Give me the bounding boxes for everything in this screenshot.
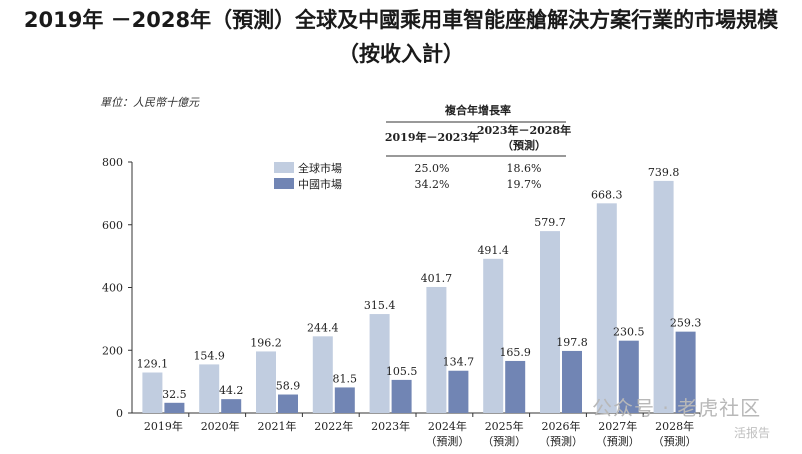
data-label-china: 32.5 xyxy=(162,388,187,401)
bar-global xyxy=(199,364,220,413)
legend-swatch-global xyxy=(274,162,294,173)
y-tick-label: 200 xyxy=(102,344,123,357)
bar-global xyxy=(256,351,276,413)
legend-label-china: 中國市場 xyxy=(298,177,342,191)
x-tick-label: 2022年 xyxy=(314,419,353,433)
bar-global xyxy=(426,286,447,413)
bar-global xyxy=(369,314,390,413)
x-tick-label: 2025年 xyxy=(485,419,524,433)
cagr-col1-header: 2019年－2023年 xyxy=(385,130,479,144)
data-label-global: 196.2 xyxy=(250,336,282,349)
x-tick-label: 2020年 xyxy=(201,419,240,433)
cagr-value: 25.0% xyxy=(415,162,450,175)
y-tick-label: 400 xyxy=(102,282,123,295)
x-tick-label: 2026年 xyxy=(542,419,581,433)
data-label-global: 668.3 xyxy=(591,188,623,201)
x-tick-sublabel: （預測） xyxy=(653,434,697,448)
data-label-global: 739.8 xyxy=(648,166,680,179)
bar-global xyxy=(596,203,617,413)
data-label-china: 58.9 xyxy=(276,380,301,393)
x-tick-sublabel: （預測） xyxy=(425,434,469,448)
data-label-global: 154.9 xyxy=(193,349,225,362)
data-label-china: 165.9 xyxy=(499,346,531,359)
data-label-global: 491.4 xyxy=(477,244,509,257)
watermark-text: 公众号 · 老虎社区 xyxy=(592,396,762,420)
x-tick-sublabel: （預測） xyxy=(482,434,526,448)
bar-china xyxy=(221,399,242,413)
bar-china xyxy=(391,379,412,413)
unit-label: 單位：人民幣十億元 xyxy=(100,96,199,109)
x-tick-label: 2019年 xyxy=(144,419,183,433)
chart-title-line1: 2019年 －2028年（預測）全球及中國乘用車智能座艙解決方案行業的市場規模 xyxy=(23,8,779,32)
data-label-china: 81.5 xyxy=(333,372,358,385)
bar-global xyxy=(540,231,560,413)
cagr-value: 19.7% xyxy=(507,178,542,191)
bar-china xyxy=(278,394,298,413)
bar-china xyxy=(448,370,469,413)
legend-swatch-china xyxy=(274,178,294,189)
y-tick-label: 800 xyxy=(102,156,123,169)
data-label-china: 230.5 xyxy=(613,326,645,339)
chart-title-line2: （按收入計） xyxy=(338,42,464,66)
data-label-china: 259.3 xyxy=(670,317,702,330)
x-tick-sublabel: （預測） xyxy=(539,434,583,448)
data-label-global: 244.4 xyxy=(307,321,339,334)
data-label-global: 129.1 xyxy=(137,357,169,370)
bar-china xyxy=(164,402,185,413)
bar-china xyxy=(618,340,639,413)
bar-global xyxy=(312,336,333,413)
x-tick-label: 2027年 xyxy=(598,419,637,433)
legend-label-global: 全球市場 xyxy=(298,161,342,175)
cagr-value: 18.6% xyxy=(507,162,542,175)
data-label-china: 44.2 xyxy=(219,384,244,397)
watermark-subtext: 活报告 xyxy=(734,426,771,440)
bar-global xyxy=(653,180,674,413)
data-label-global: 579.7 xyxy=(534,216,566,229)
data-label-china: 105.5 xyxy=(386,365,418,378)
bar-global xyxy=(483,258,504,413)
data-label-global: 315.4 xyxy=(364,299,396,312)
bar-china xyxy=(675,331,696,413)
bar-global xyxy=(142,372,163,413)
x-tick-label: 2023年 xyxy=(371,419,410,433)
x-tick-label: 2024年 xyxy=(428,419,467,433)
x-tick-label: 2021年 xyxy=(258,419,297,433)
bar-china xyxy=(505,360,526,413)
bar-china xyxy=(334,387,355,413)
x-tick-label: 2028年 xyxy=(655,419,694,433)
data-label-global: 401.7 xyxy=(421,272,453,285)
bar-china xyxy=(562,350,582,413)
cagr-value: 34.2% xyxy=(415,178,450,191)
x-tick-sublabel: （預測） xyxy=(596,434,640,448)
data-label-china: 197.8 xyxy=(556,336,588,349)
cagr-table-header: 複合年增長率 xyxy=(444,103,511,117)
cagr-col2-subheader: （預測） xyxy=(502,138,546,152)
cagr-col2-header: 2023年－2028年 xyxy=(477,123,571,137)
data-label-china: 134.7 xyxy=(443,356,475,369)
y-tick-label: 0 xyxy=(116,407,123,420)
y-tick-label: 600 xyxy=(102,219,123,232)
